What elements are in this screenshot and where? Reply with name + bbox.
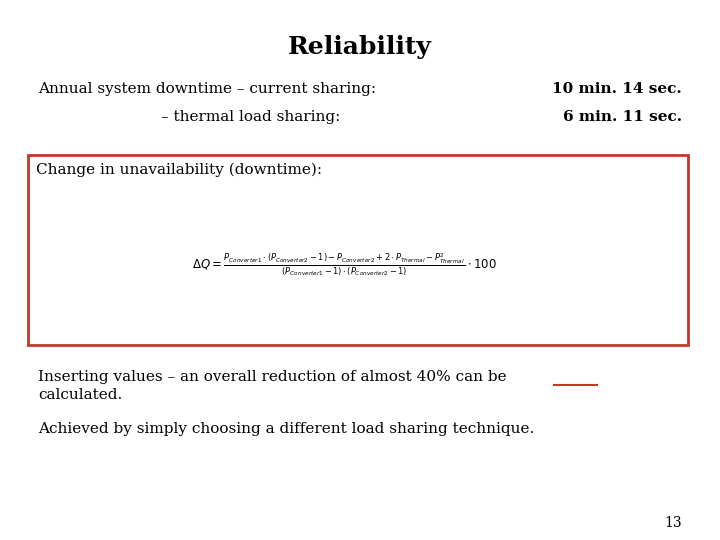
- Text: Annual system downtime – current sharing:: Annual system downtime – current sharing…: [38, 82, 376, 96]
- Text: 10 min. 14 sec.: 10 min. 14 sec.: [552, 82, 682, 96]
- Text: – thermal load sharing:: – thermal load sharing:: [161, 110, 340, 124]
- Text: Reliability: Reliability: [288, 35, 432, 59]
- Bar: [28, 155, 688, 345]
- Text: Inserting values – an overall reduction of almost 40% can be: Inserting values – an overall reduction …: [38, 370, 507, 384]
- Text: $\Delta Q = \frac{P_{Converter1}\cdot(P_{Converter2}-1)-P_{Converter2}+2\cdot P_: $\Delta Q = \frac{P_{Converter1}\cdot(P_…: [192, 252, 497, 279]
- Text: calculated.: calculated.: [38, 388, 122, 402]
- Text: Achieved by simply choosing a different load sharing technique.: Achieved by simply choosing a different …: [38, 422, 534, 436]
- Text: 6 min. 11 sec.: 6 min. 11 sec.: [563, 110, 682, 124]
- Text: 13: 13: [665, 516, 682, 530]
- Text: Change in unavailability (downtime):: Change in unavailability (downtime):: [36, 163, 322, 178]
